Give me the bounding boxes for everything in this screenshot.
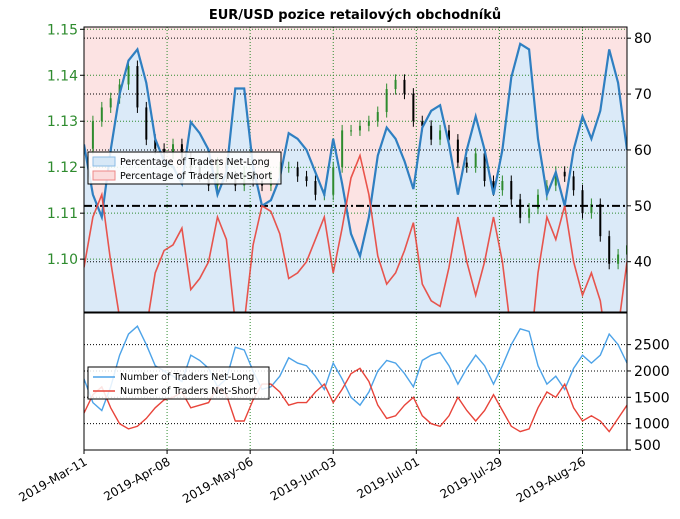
- candle-body: [100, 107, 103, 122]
- date-tick-label: 2019-Apr-08: [101, 454, 172, 503]
- candle-body: [572, 176, 575, 191]
- price-tick-label: 1.11: [47, 206, 78, 222]
- candle-body: [617, 254, 620, 264]
- candle-body: [136, 66, 139, 108]
- count-tick-label: 2500: [634, 338, 670, 354]
- bottom-legend-box: [87, 366, 270, 400]
- percent-axis: 80 70 60 50 40: [627, 31, 652, 271]
- date-tick-label: 2019-Mar-11: [16, 454, 89, 504]
- candle-body: [528, 208, 531, 218]
- candle-body: [145, 107, 148, 140]
- candle-body: [296, 167, 299, 177]
- candle-body: [109, 98, 112, 108]
- candle-body: [563, 171, 566, 177]
- candle-body: [403, 79, 406, 94]
- candle-body: [430, 125, 433, 140]
- candle-body: [127, 66, 130, 85]
- candle-body: [421, 121, 424, 126]
- percent-tick-label: 80: [634, 31, 652, 47]
- candle-body: [412, 93, 415, 122]
- count-tick-label: 1000: [634, 417, 670, 433]
- price-tick-label: 1.13: [47, 114, 78, 130]
- candle-body: [590, 203, 593, 214]
- candle-body: [519, 199, 522, 218]
- candle-body: [287, 167, 290, 169]
- top-legend: Percentage of Traders Net-Long Percentag…: [87, 151, 282, 185]
- candle-body: [314, 180, 317, 195]
- legend-label-net-short-count: Number of Traders Net-Short: [120, 386, 257, 397]
- price-tick-label: 1.15: [47, 22, 78, 38]
- price-tick-label: 1.14: [47, 68, 78, 84]
- candle-body: [350, 130, 353, 132]
- legend-label-net-long-count: Number of Traders Net-Long: [120, 372, 254, 383]
- top-panel-frame: [83, 26, 628, 313]
- candle-body: [394, 79, 397, 90]
- candle-body: [172, 144, 175, 154]
- candle-body: [180, 144, 183, 159]
- candle-body: [367, 121, 370, 126]
- date-tick-label: 2019-Jun-03: [268, 454, 339, 503]
- candle-body: [465, 162, 468, 168]
- chart-title: EUR/USD pozice retailových obchodníků: [209, 8, 501, 23]
- candle-body: [341, 130, 344, 168]
- candle-body: [305, 176, 308, 181]
- candle-body: [599, 203, 602, 237]
- date-tick-label: 2019-Jul-29: [438, 454, 505, 501]
- legend-swatch-net-long-pct: [92, 156, 116, 167]
- bottom-panel-frame: [83, 312, 628, 451]
- price-axis: 1.15 1.14 1.13 1.12 1.11 1.10: [47, 22, 84, 268]
- net-short-pct-line: [84, 152, 627, 312]
- date-axis: 2019-Mar-11 2019-Apr-08 2019-May-06 2019-Ju…: [16, 450, 588, 506]
- candle-body: [608, 236, 611, 264]
- percent-tick-label: 60: [634, 143, 652, 159]
- count-tick-label: 500: [634, 438, 661, 454]
- candle-body: [581, 190, 584, 214]
- candle-body: [456, 139, 459, 163]
- percent-tick-label: 70: [634, 87, 652, 103]
- date-tick-label: 2019-May-06: [180, 454, 255, 506]
- count-axis: 2500 2000 1500 1000 500: [627, 338, 670, 454]
- candle-body: [474, 153, 477, 168]
- price-tick-label: 1.10: [47, 252, 78, 268]
- percent-tick-label: 50: [634, 199, 652, 215]
- percent-tick-label: 40: [634, 255, 652, 271]
- candle-body: [492, 180, 495, 191]
- net-short-fill: [84, 27, 627, 257]
- bottom-legend: Number of Traders Net-Long Number of Tra…: [87, 366, 270, 400]
- legend-swatch-net-short-pct: [92, 170, 116, 181]
- top-legend-box: [87, 151, 282, 185]
- candle-body: [358, 125, 361, 131]
- candle-body: [332, 167, 335, 195]
- net-long-fill: [84, 43, 627, 312]
- candle-body: [536, 194, 539, 209]
- price-tick-label: 1.12: [47, 160, 78, 176]
- candle-body: [91, 121, 94, 149]
- legend-label-net-long-pct: Percentage of Traders Net-Long: [120, 157, 270, 168]
- candle-body: [385, 89, 388, 113]
- candle-body: [447, 130, 450, 140]
- candle-body: [163, 148, 166, 154]
- candle-body: [483, 153, 486, 181]
- candle-body: [554, 171, 557, 186]
- percent-area-fills: [84, 27, 627, 312]
- legend-label-net-short-pct: Percentage of Traders Net-Short: [120, 171, 272, 182]
- count-tick-label: 1500: [634, 390, 670, 406]
- candle-body: [154, 139, 157, 149]
- candle-body: [501, 180, 504, 191]
- date-tick-label: 2019-Jul-01: [355, 454, 422, 501]
- candle-body: [376, 112, 379, 122]
- date-tick-label: 2019-Aug-26: [514, 454, 588, 505]
- candle-body: [510, 180, 513, 200]
- count-tick-label: 2000: [634, 364, 670, 380]
- candle-body: [439, 130, 442, 140]
